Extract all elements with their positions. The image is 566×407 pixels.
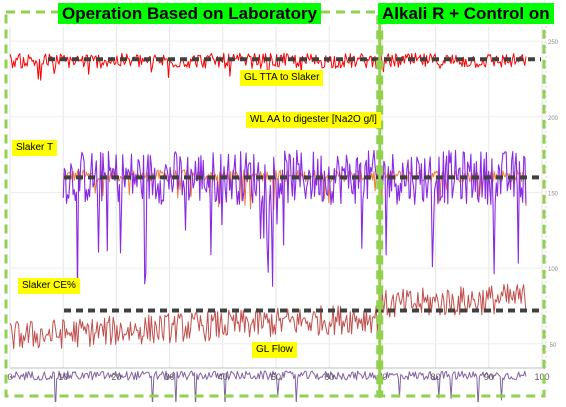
y2-tick-label: 100: [548, 267, 559, 273]
y2-tick-label: 200: [548, 116, 559, 122]
x-tick-label: 80: [431, 372, 441, 382]
label-wl-aa: WL AA to digester [Na2O g/l]: [246, 112, 381, 128]
section-label-laboratory: Operation Based on Laboratory: [58, 3, 322, 24]
x-tick-label: 100: [534, 372, 549, 382]
x-tick-label: 10: [58, 372, 68, 382]
x-tick-label: 50: [271, 372, 281, 382]
y2-tick-label: 50: [550, 343, 557, 349]
x-tick-label: 40: [218, 372, 228, 382]
setpoint-lines: [48, 57, 541, 313]
series-slaker-ce: [9, 283, 527, 350]
x-tick-label: 30: [165, 372, 175, 382]
x-tick-label: 60: [324, 372, 334, 382]
y2-tick-label: 150: [548, 191, 559, 197]
series-wl-aa: [62, 149, 527, 294]
label-slaker-ce: Slaker CE%: [18, 278, 80, 294]
x-tick-label: 0: [7, 372, 12, 382]
x-tick-label: 90: [484, 372, 494, 382]
label-slaker-t: Slaker T: [12, 140, 58, 156]
x-tick-label: 20: [111, 372, 121, 382]
section-label-alkali-control: Alkali R + Control on: [378, 3, 554, 24]
section-frames: [4, 4, 546, 398]
frame-alkali-control: [380, 10, 546, 398]
series-gl-flow: [9, 370, 527, 407]
label-gl-flow: GL Flow: [252, 342, 297, 358]
y2-tick-label: 250: [548, 40, 559, 46]
label-gl-tta: GL TTA to Slaker: [240, 70, 324, 86]
